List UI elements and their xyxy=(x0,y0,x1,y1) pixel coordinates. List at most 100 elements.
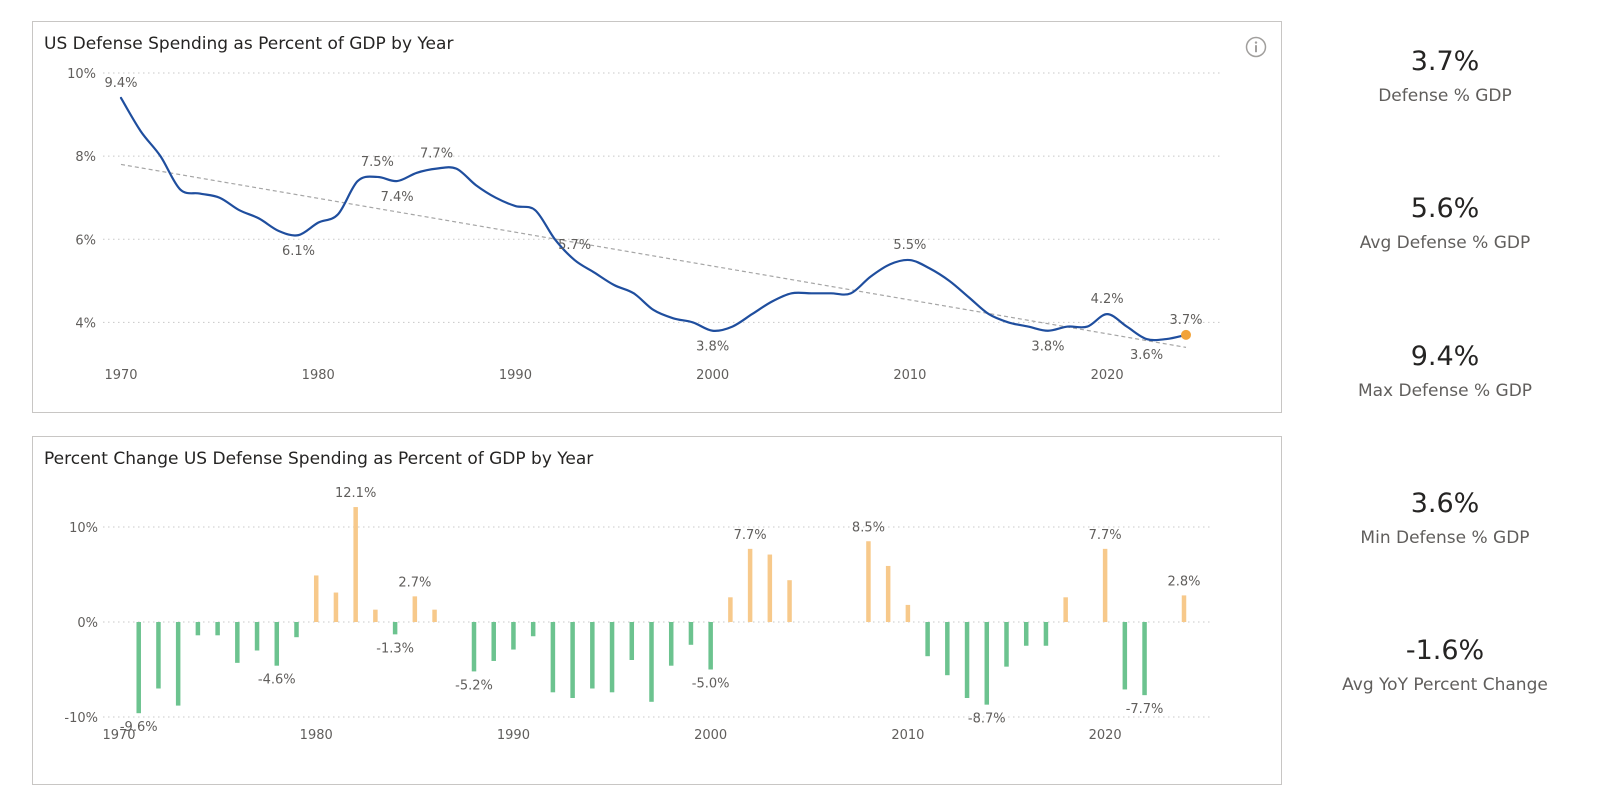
kpi-label: Avg Defense % GDP xyxy=(1359,233,1531,253)
data-label: -5.2% xyxy=(455,678,493,693)
bar-2024 xyxy=(1181,595,1187,622)
x-tick-label: 1980 xyxy=(302,368,335,383)
kpi-label: Defense % GDP xyxy=(1378,86,1512,106)
bar-2022 xyxy=(1142,622,1147,696)
bar-1985 xyxy=(412,596,418,622)
bar-1989 xyxy=(491,622,496,661)
x-tick-label: 2010 xyxy=(893,368,926,383)
bar-2010 xyxy=(905,604,911,622)
data-label: 2.8% xyxy=(1167,574,1200,589)
bar-2014 xyxy=(984,622,990,705)
bar-2003 xyxy=(767,554,773,622)
x-tick-label: 2020 xyxy=(1091,368,1124,383)
bar-1993 xyxy=(570,622,575,698)
y-tick-label: 4% xyxy=(75,316,96,331)
bar-chart-title: Percent Change US Defense Spending as Pe… xyxy=(44,449,594,469)
x-tick-label: 2000 xyxy=(696,368,729,383)
data-label: 5.7% xyxy=(558,238,591,253)
bar-2004 xyxy=(787,580,792,622)
x-tick-label: 1990 xyxy=(499,368,532,383)
data-label: 3.6% xyxy=(1130,348,1163,363)
y-tick-label: 10% xyxy=(67,67,96,82)
y-tick-label: 6% xyxy=(75,233,96,248)
data-label: -5.0% xyxy=(692,677,730,692)
bar-1981 xyxy=(333,592,339,622)
bar-1973 xyxy=(175,622,181,706)
trend-line xyxy=(120,163,1187,348)
bar-2015 xyxy=(1004,622,1009,667)
bar-1980 xyxy=(313,575,319,622)
bar-1995 xyxy=(609,622,615,693)
bar-1998 xyxy=(668,622,674,666)
bar-1983 xyxy=(373,609,378,622)
y-tick-label: 10% xyxy=(69,521,98,536)
data-label: -9.6% xyxy=(120,720,158,735)
bar-1990 xyxy=(511,622,516,650)
kpi-max-defense-gdp: 9.4% Max Defense % GDP xyxy=(1310,341,1580,401)
bar-2017 xyxy=(1043,622,1049,646)
kpi-label: Avg YoY Percent Change xyxy=(1342,675,1548,695)
bar-2000 xyxy=(708,622,713,670)
bar-2020 xyxy=(1102,548,1108,622)
bar-1988 xyxy=(471,622,477,672)
kpi-value: -1.6% xyxy=(1405,635,1485,666)
data-label: 12.1% xyxy=(335,486,376,501)
kpi-avg-yoy-change: -1.6% Avg YoY Percent Change xyxy=(1310,635,1580,695)
data-label: 7.7% xyxy=(734,528,767,543)
y-tick-label: 8% xyxy=(75,150,96,165)
data-label: -8.7% xyxy=(968,712,1006,727)
y-tick-label: 0% xyxy=(77,616,98,631)
bar-1978 xyxy=(274,622,280,666)
bar-2011 xyxy=(925,622,930,657)
last-point-marker xyxy=(1181,329,1191,340)
kpi-value: 9.4% xyxy=(1410,341,1480,372)
data-label: 9.4% xyxy=(104,76,137,91)
info-icon[interactable] xyxy=(1245,36,1267,58)
data-label: 3.7% xyxy=(1169,313,1202,328)
bar-1982 xyxy=(353,507,358,622)
bar-2021 xyxy=(1122,622,1128,690)
data-label: 3.8% xyxy=(696,340,729,355)
series-line-defense-gdp xyxy=(119,96,1188,342)
bar-1976 xyxy=(235,622,240,663)
data-label: 7.7% xyxy=(1089,528,1122,543)
kpi-label: Min Defense % GDP xyxy=(1360,528,1530,548)
x-tick-label: 2020 xyxy=(1089,728,1122,743)
x-tick-label: 1990 xyxy=(497,728,530,743)
bar-2001 xyxy=(728,597,733,622)
data-label: 7.7% xyxy=(420,147,453,162)
x-tick-label: 1980 xyxy=(300,728,333,743)
bar-2016 xyxy=(1023,622,1029,646)
bar-2018 xyxy=(1063,597,1068,622)
x-tick-label: 2010 xyxy=(891,728,924,743)
kpi-value: 3.6% xyxy=(1410,488,1480,519)
kpi-defense-gdp: 3.7% Defense % GDP xyxy=(1310,46,1580,106)
kpi-label: Max Defense % GDP xyxy=(1357,381,1533,401)
bar-chart-panel: Percent Change US Defense Spending as Pe… xyxy=(32,436,1282,785)
y-tick-label: -10% xyxy=(64,711,98,726)
bar-1997 xyxy=(649,622,654,702)
x-tick-label: 2000 xyxy=(694,728,727,743)
bar-1999 xyxy=(688,622,694,645)
bar-1984 xyxy=(392,622,398,635)
bar-2002 xyxy=(747,548,753,622)
data-label: 6.1% xyxy=(282,244,315,259)
bar-1977 xyxy=(254,622,260,651)
data-label: 5.5% xyxy=(893,238,926,253)
kpi-value: 3.7% xyxy=(1410,46,1480,77)
bar-chart: -10% 0% 10% 1970 1980 1990 2000 2010 2020 -9.6% -4… xyxy=(64,486,1213,743)
line-chart-title: US Defense Spending as Percent of GDP by… xyxy=(44,34,454,54)
bar-1991 xyxy=(530,622,536,637)
data-label: -4.6% xyxy=(258,673,296,688)
bar-1994 xyxy=(590,622,595,689)
bar-1972 xyxy=(156,622,161,689)
data-label: 8.5% xyxy=(852,520,885,535)
data-label: 3.8% xyxy=(1031,340,1064,355)
data-label: 2.7% xyxy=(398,575,431,590)
data-label: 7.5% xyxy=(361,155,394,170)
bar-2008 xyxy=(866,541,871,622)
data-label: -7.7% xyxy=(1126,702,1164,717)
kpi-avg-defense-gdp: 5.6% Avg Defense % GDP xyxy=(1310,193,1580,253)
kpi-value: 5.6% xyxy=(1410,193,1480,224)
line-chart-panel: US Defense Spending as Percent of GDP by… xyxy=(32,21,1282,413)
